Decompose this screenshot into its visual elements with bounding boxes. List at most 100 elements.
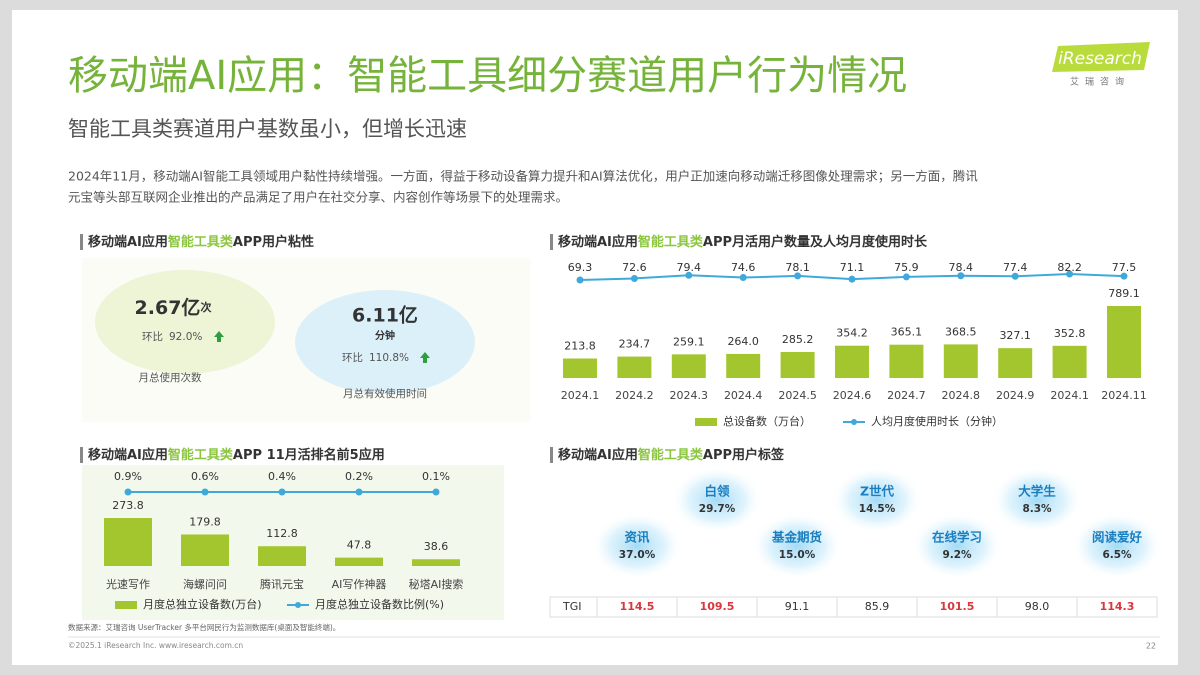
x-tick-label: 2024.1 <box>1050 389 1089 402</box>
data-label: 38.6 <box>424 540 449 553</box>
data-label: 368.5 <box>945 325 977 338</box>
logo-sub: 艾瑞咨询 <box>1070 76 1130 88</box>
stat-unit: 次 <box>200 300 211 314</box>
tag-glow <box>831 466 923 534</box>
change-value: 110.8% <box>369 352 409 364</box>
panel-title-part: APP用户粘性 <box>233 234 314 250</box>
data-label: 0.4% <box>268 470 296 483</box>
bar <box>835 345 869 378</box>
x-tick-label: 2024.4 <box>724 389 763 402</box>
stat-caption: 月总使用次数 <box>139 371 202 384</box>
change-label: 环比 <box>142 330 163 343</box>
panel-title-part: APP月活用户数量及人均月度使用时长 <box>703 234 928 250</box>
bar <box>104 518 152 566</box>
tgi-value: 109.5 <box>700 600 735 613</box>
legend-swatch <box>695 418 717 426</box>
x-tick-label: 2024.8 <box>942 389 981 402</box>
line-point <box>794 272 802 280</box>
body-line: 2024年11月，移动端AI智能工具领域用户黏性持续增强。一方面，得益于移动设备… <box>68 169 978 184</box>
line-point <box>902 273 910 281</box>
legend-swatch-dot <box>295 602 301 608</box>
panel-title: 移动端AI应用智能工具类APP用户标签 <box>558 447 785 463</box>
bar <box>998 348 1033 378</box>
line-point <box>201 488 209 496</box>
tgi-value: 114.3 <box>1100 600 1135 613</box>
legend-label: 总设备数（万台） <box>723 414 811 428</box>
data-label: 264.0 <box>727 335 759 348</box>
data-label: 354.2 <box>836 327 868 340</box>
tag-share: 6.5% <box>1102 549 1132 561</box>
tag-share: 14.5% <box>859 503 896 515</box>
panel-title-part: 移动端AI应用 <box>558 447 638 463</box>
bar <box>726 353 761 378</box>
tag-glow <box>1071 512 1163 580</box>
line-point <box>739 274 747 282</box>
subtitle: 智能工具类赛道用户基数虽小，但增长迅速 <box>68 117 467 141</box>
tag-glow <box>751 512 843 580</box>
line-point <box>1120 272 1128 280</box>
x-tick-label: 2024.11 <box>1101 389 1147 402</box>
body-line: 元宝等头部互联网企业推出的产品满足了用户在社交分享、内容创作等场景下的处理需求。 <box>68 190 568 205</box>
tag-glow <box>671 466 763 534</box>
data-label: 78.4 <box>949 261 974 274</box>
data-label: 327.1 <box>999 329 1031 342</box>
bar <box>889 344 924 378</box>
line-point <box>630 274 638 282</box>
panel-title-part: 智能工具类 <box>168 447 234 463</box>
line-point <box>957 272 965 280</box>
bar <box>258 546 306 566</box>
x-tick-label: 腾讯元宝 <box>260 577 304 591</box>
data-label: 74.6 <box>731 261 756 274</box>
bar <box>563 358 597 378</box>
line-point <box>355 488 363 496</box>
heading-marker <box>80 234 83 250</box>
x-tick-label: 2024.3 <box>670 389 709 402</box>
data-label: 71.1 <box>840 261 865 274</box>
data-label: 72.6 <box>622 261 647 274</box>
x-tick-label: AI写作神器 <box>332 577 387 591</box>
line-point <box>432 488 440 496</box>
logo-badge <box>1052 42 1150 72</box>
tag-name: 阅读爱好 <box>1092 530 1143 545</box>
data-label: 77.5 <box>1112 261 1137 274</box>
stat-value: 2.67亿次 <box>135 296 212 319</box>
data-label: 78.1 <box>785 261 810 274</box>
tag-name: Z世代 <box>860 484 895 499</box>
legend-label: 月度总独立设备数比例(%) <box>315 597 444 611</box>
line-point <box>685 271 693 279</box>
data-label: 213.8 <box>564 339 596 352</box>
x-tick-label: 2024.7 <box>887 389 926 402</box>
heading-marker <box>80 447 83 463</box>
tgi-value: 85.9 <box>865 600 890 613</box>
tag-name: 白领 <box>704 484 730 499</box>
heading-marker <box>550 234 553 250</box>
data-label: 0.6% <box>191 470 219 483</box>
x-tick-label: 2024.9 <box>996 389 1035 402</box>
data-label: 112.8 <box>266 527 298 540</box>
tag-share: 8.3% <box>1022 503 1052 515</box>
tag-glow <box>591 512 683 580</box>
data-label: 0.9% <box>114 470 142 483</box>
panel-title-part: 智能工具类 <box>638 447 704 463</box>
bar <box>780 351 815 378</box>
copyright: ©2025.1 iResearch Inc. www.iresearch.com… <box>68 641 243 650</box>
data-label: 77.4 <box>1003 261 1028 274</box>
x-tick-label: 秘塔AI搜索 <box>409 577 464 591</box>
x-tick-label: 海螺问问 <box>183 577 227 591</box>
data-label: 365.1 <box>891 326 923 339</box>
tag-name: 基金期货 <box>771 530 823 545</box>
bar <box>617 356 652 378</box>
legend-label: 人均月度使用时长（分钟） <box>871 414 1003 428</box>
bar <box>1107 306 1141 378</box>
stat-circle <box>95 270 275 374</box>
bar <box>671 354 706 378</box>
data-label: 0.1% <box>422 470 450 483</box>
heading-marker <box>550 447 553 463</box>
bar <box>412 559 460 566</box>
tag-share: 29.7% <box>699 503 736 515</box>
x-tick-label: 2024.1 <box>561 389 600 402</box>
tag-share: 37.0% <box>619 549 656 561</box>
change-label: 环比 <box>342 351 363 364</box>
data-label: 47.8 <box>347 539 372 552</box>
